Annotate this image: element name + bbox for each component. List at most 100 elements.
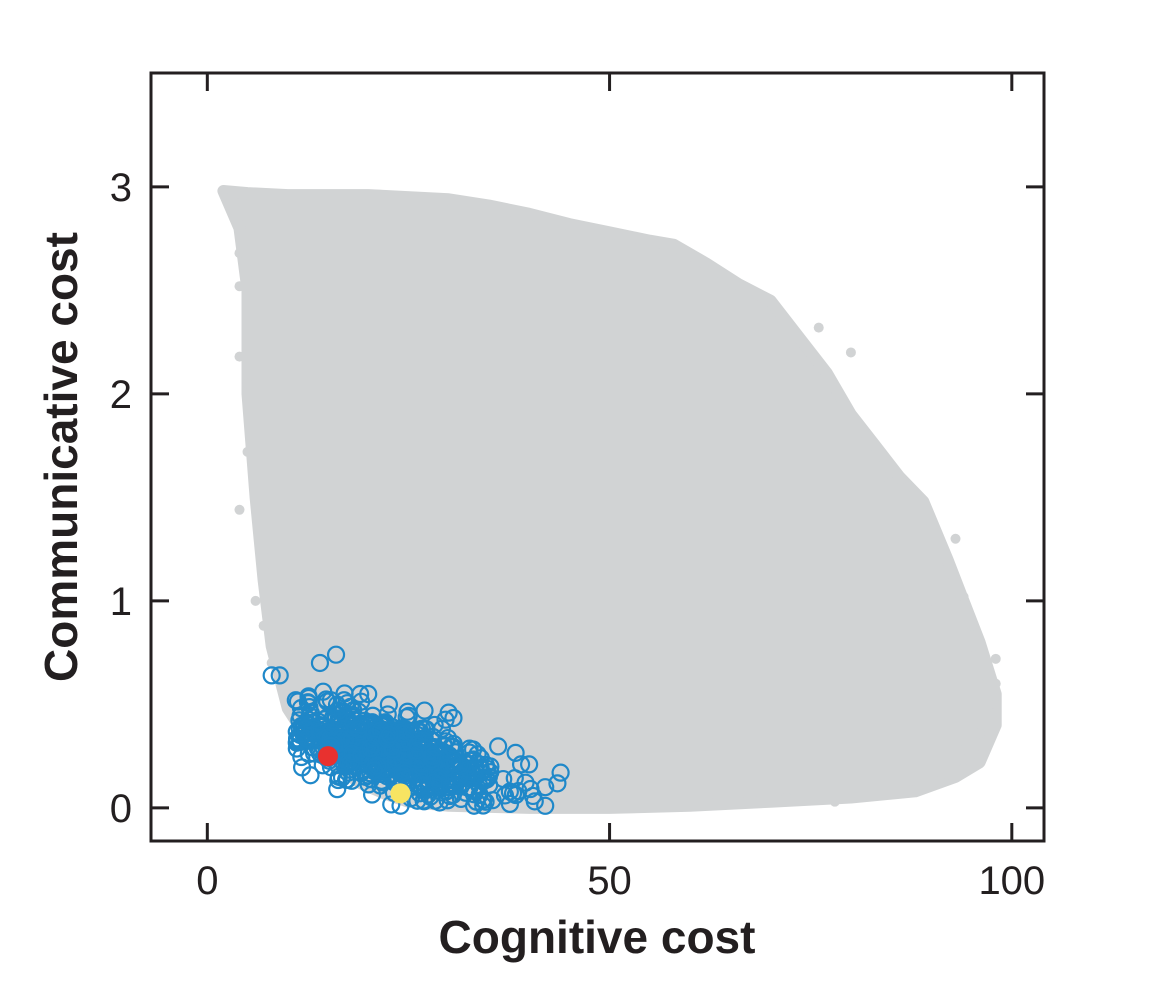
gray-point xyxy=(990,653,1001,664)
blue-point xyxy=(395,745,414,764)
blue-outlier-point xyxy=(503,784,523,803)
gray-point xyxy=(234,248,245,259)
gray-point xyxy=(958,763,969,774)
y-axis-title: Communicative cost xyxy=(35,232,87,682)
gray-point xyxy=(974,728,985,739)
blue-point xyxy=(290,731,310,750)
gray-point xyxy=(958,591,969,602)
gray-point xyxy=(234,281,245,292)
gray-point xyxy=(950,533,961,544)
gray-point xyxy=(845,347,856,358)
blue-point xyxy=(329,701,349,720)
blue-point xyxy=(349,720,368,739)
blue-point xyxy=(464,781,483,800)
blue-point xyxy=(444,708,463,728)
gray-point xyxy=(990,699,1001,710)
gray-point xyxy=(234,351,245,362)
gray-point xyxy=(242,446,253,457)
gray-point xyxy=(894,786,905,797)
blue-point xyxy=(337,770,357,789)
blue-point xyxy=(440,786,460,806)
blue-outlier-point xyxy=(415,701,434,720)
blue-point xyxy=(506,743,525,762)
gray-point xyxy=(234,504,245,515)
blue-point xyxy=(328,780,347,799)
gray-point xyxy=(902,482,913,493)
blue-point xyxy=(445,754,465,773)
blue-point xyxy=(379,695,399,714)
gray-point xyxy=(926,595,937,606)
blue-point xyxy=(408,741,427,760)
gray-point xyxy=(781,792,792,803)
blue-outlier-point xyxy=(439,703,458,722)
gray-point xyxy=(974,678,985,689)
blue-outlier-point xyxy=(270,666,289,685)
blue-point xyxy=(523,786,543,806)
y-tick-label: 0 xyxy=(110,787,132,831)
blue-point xyxy=(314,682,333,701)
blue-outlier-point xyxy=(471,749,490,768)
blue-circle-layer xyxy=(262,645,570,815)
gray-point xyxy=(990,678,1001,689)
blue-point xyxy=(460,739,479,758)
gray-point xyxy=(242,378,253,389)
highlight-point-layer xyxy=(317,746,411,804)
blue-point xyxy=(292,758,312,777)
gray-point xyxy=(250,595,261,606)
blue-point xyxy=(371,721,391,740)
blue-outlier-point xyxy=(310,653,330,673)
blue-point xyxy=(460,778,479,797)
x-tick-label: 50 xyxy=(587,859,632,903)
blue-point xyxy=(395,764,414,783)
blue-point xyxy=(380,725,399,744)
blue-outlier-point xyxy=(326,645,346,664)
x-tick-label: 100 xyxy=(978,859,1045,903)
blue-outlier-point xyxy=(536,778,555,797)
blue-point xyxy=(489,737,508,756)
yellow-highlight-point xyxy=(390,783,411,804)
blue-outlier-point xyxy=(520,755,539,774)
blue-outlier-point xyxy=(536,796,555,815)
gray-point xyxy=(878,471,889,482)
blue-outlier-point xyxy=(286,691,305,710)
x-axis-title: Cognitive cost xyxy=(439,911,756,963)
blue-outlier-point xyxy=(359,684,378,704)
blue-outlier-point xyxy=(262,666,281,685)
gray-point xyxy=(258,620,269,631)
blue-point xyxy=(548,774,567,793)
red-highlight-point xyxy=(317,746,338,767)
x-tick-label: 0 xyxy=(196,859,218,903)
gray-point xyxy=(813,322,824,333)
blue-point xyxy=(551,763,570,782)
blue-outlier-point xyxy=(334,691,354,710)
axis-ticks xyxy=(151,73,1044,841)
gray-point xyxy=(958,744,969,755)
plot-frame xyxy=(149,71,1046,843)
blue-outlier-point xyxy=(511,755,531,774)
gray-point xyxy=(218,185,229,196)
blue-point xyxy=(408,734,427,754)
blue-point xyxy=(424,773,443,792)
blue-outlier-point xyxy=(479,767,498,786)
gray-point xyxy=(266,657,277,668)
blue-point xyxy=(297,729,316,748)
gray-point xyxy=(829,796,840,807)
blue-point xyxy=(365,761,384,780)
y-tick-label: 1 xyxy=(110,580,132,624)
tick-labels: 0 50 100 0 1 2 3 xyxy=(110,166,1045,903)
gray-point xyxy=(966,620,977,631)
blue-point xyxy=(303,718,322,737)
blue-point xyxy=(444,734,463,754)
blue-point xyxy=(395,724,414,743)
blue-point xyxy=(333,703,352,723)
blue-point xyxy=(368,756,387,775)
blue-point xyxy=(423,727,443,747)
blue-point xyxy=(410,765,429,784)
blue-outlier-point xyxy=(495,786,515,805)
y-tick-label: 2 xyxy=(110,373,132,417)
blue-outlier-point xyxy=(351,684,370,704)
gray-point xyxy=(942,769,953,780)
blue-point xyxy=(423,747,442,766)
y-tick-label: 3 xyxy=(110,166,132,210)
